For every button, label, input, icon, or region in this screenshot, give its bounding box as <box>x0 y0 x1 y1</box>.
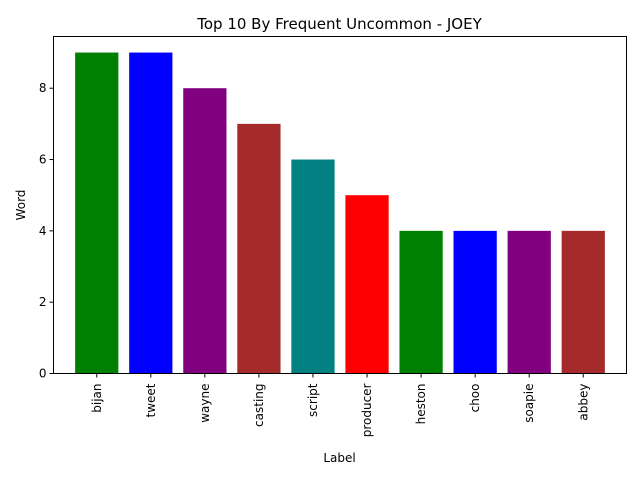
bar-wayne <box>183 88 227 374</box>
y-axis-label: Word <box>14 190 28 221</box>
y-tick-label-8: 8 <box>39 81 47 95</box>
bar-script <box>291 159 335 374</box>
bar-soapie <box>507 230 551 374</box>
y-tick-label-0: 0 <box>39 367 47 381</box>
bars-group <box>75 52 605 374</box>
x-tick-label-soapie: soapie <box>522 384 536 423</box>
x-tick-label-abbey: abbey <box>576 384 590 421</box>
y-tick-label-6: 6 <box>39 153 47 167</box>
bar-casting <box>237 123 281 374</box>
x-tick-label-wayne: wayne <box>198 384 212 423</box>
x-tick-label-choo: choo <box>468 384 482 413</box>
bar-tweet <box>129 52 173 374</box>
bar-producer <box>345 195 389 374</box>
x-axis: bijan tweet wayne casting script producer hest… <box>90 373 590 437</box>
x-tick-label-producer: producer <box>360 383 374 437</box>
x-axis-label: Label <box>323 451 355 465</box>
x-tick-label-bijan: bijan <box>90 384 104 413</box>
plot-frame <box>53 36 627 374</box>
y-axis: 0 2 4 6 8 <box>39 81 54 381</box>
bar-abbey <box>561 230 605 374</box>
x-tick-label-casting: casting <box>252 384 266 427</box>
y-tick-label-4: 4 <box>39 224 47 238</box>
x-tick-label-script: script <box>306 383 320 417</box>
x-tick-label-tweet: tweet <box>144 383 158 417</box>
bar-heston <box>399 230 443 374</box>
chart-title: Top 10 By Frequent Uncommon - JOEY <box>196 15 482 33</box>
bar-choo <box>453 230 497 374</box>
bar-bijan <box>75 52 119 374</box>
y-tick-label-2: 2 <box>39 295 47 309</box>
x-tick-label-heston: heston <box>414 384 428 425</box>
